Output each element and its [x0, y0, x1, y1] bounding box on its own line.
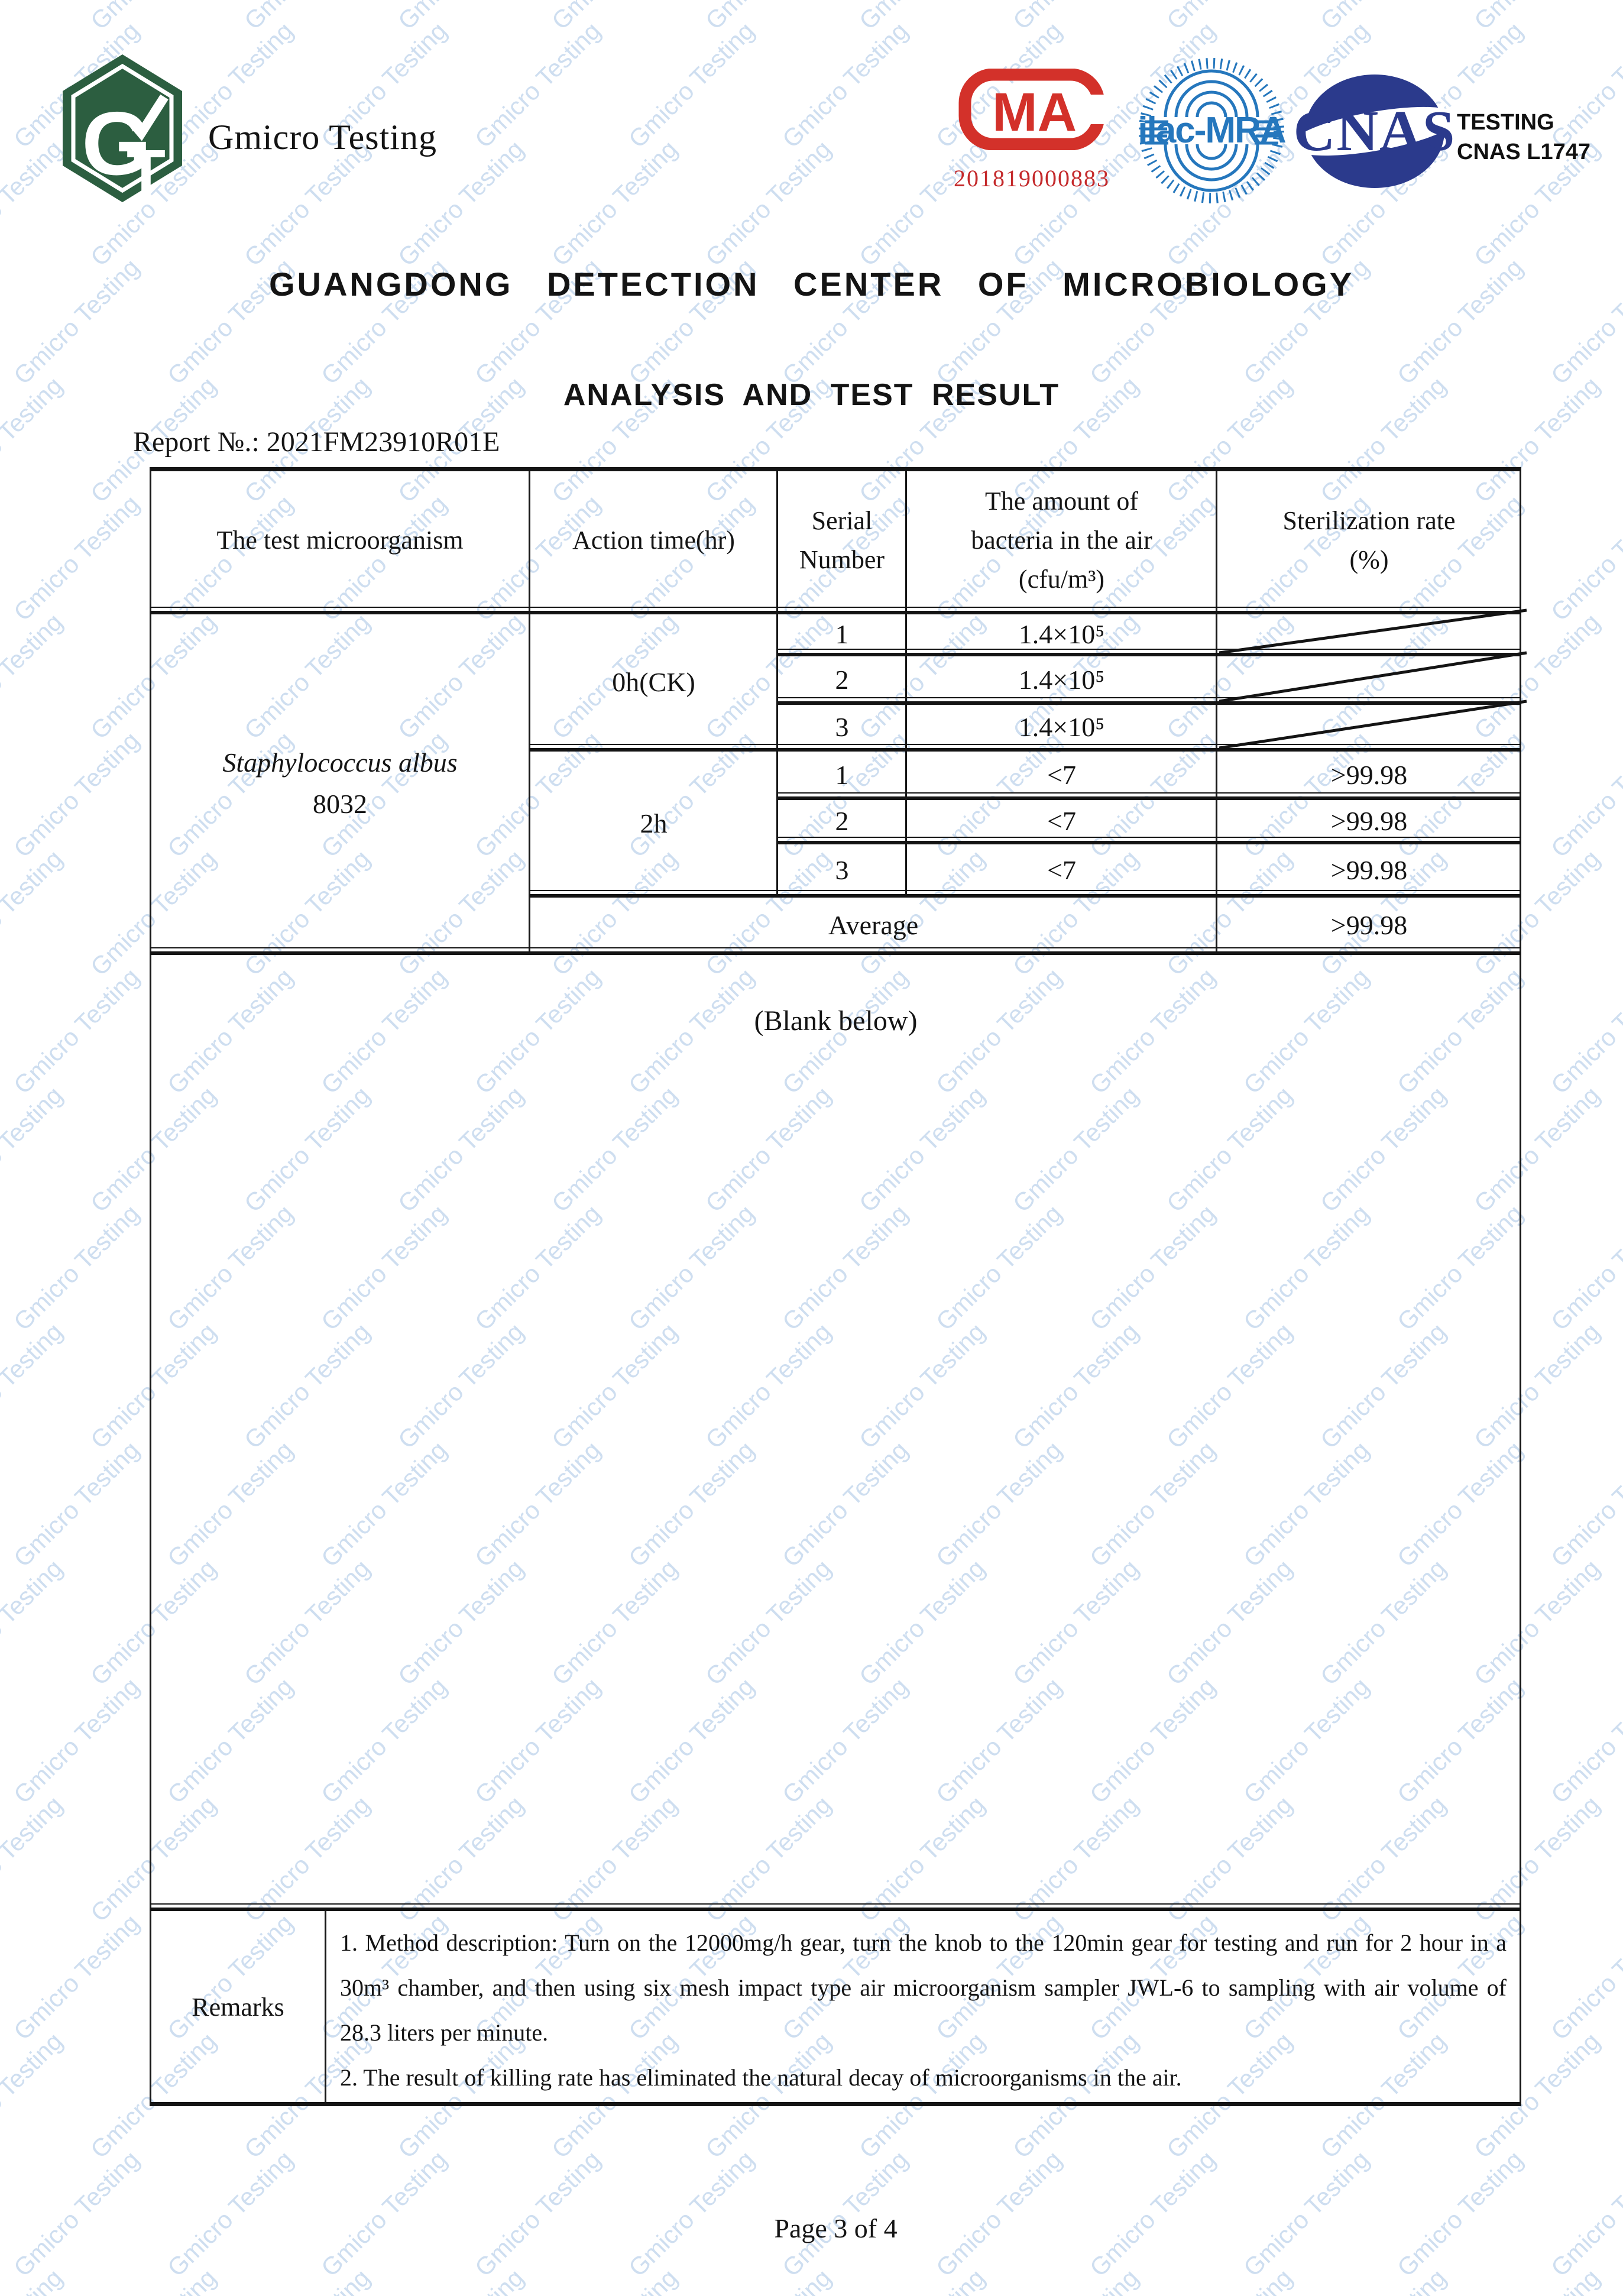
cma-letters: MA [992, 82, 1077, 143]
rate-cell: >99.98 [1330, 806, 1408, 836]
average-rate-cell: >99.98 [1330, 910, 1408, 940]
serial-cell: 3 [835, 854, 849, 885]
action-time-2h-cell: 2h [640, 808, 668, 838]
column-header-serial-number: Serial Number [799, 506, 885, 574]
organization-title: GUANGDONG DETECTION CENTER OF MICROBIOLO… [268, 265, 1355, 303]
microorganism-name: Staphylococcus albus [222, 747, 458, 778]
cnas-caption-testing: TESTING [1457, 110, 1554, 135]
remarks-item-1: 1. Method description: Turn on the 12000… [340, 1929, 1507, 2046]
microorganism-cell: Staphylococcus albus 8032 [150, 613, 530, 954]
gmicro-gt-logo-icon: G T [63, 54, 182, 205]
serial-cell: 1 [835, 759, 849, 790]
column-header-microorganism: The test microorganism [216, 525, 464, 555]
remarks-item-2: 2. The result of killing rate has elimin… [340, 2064, 1182, 2091]
page-number: Page 3 of 4 [774, 2213, 898, 2243]
ilac-mra-label: ilac-MRA [1138, 110, 1285, 151]
ilac-mra-logo-icon: ilac-MRA [1138, 58, 1287, 203]
remarks-text-cell: 1. Method description: Turn on the 12000… [340, 1921, 1507, 2100]
rate-cell: >99.98 [1330, 759, 1408, 790]
report-number: Report №.: 2021FM23910R01E [133, 426, 500, 458]
document-title: ANALYSIS AND TEST RESULT [563, 378, 1060, 412]
amount-cell: 1.4×10⁵ [1018, 619, 1105, 649]
logo-monogram-t: T [127, 136, 166, 205]
blank-below-note: (Blank below) [754, 1005, 918, 1037]
amount-cell: <7 [1047, 806, 1076, 836]
column-header-sterilization-rate: Sterilization rate (%) [1282, 506, 1456, 574]
no-data-slash-icon [1219, 700, 1527, 750]
logo-checkmark-icon [125, 94, 169, 141]
serial-cell: 3 [835, 712, 849, 742]
amount-cell: 1.4×10⁵ [1018, 664, 1105, 695]
average-label-cell: Average [828, 910, 919, 940]
serial-cell: 2 [835, 664, 849, 695]
no-data-slash-icon [1219, 608, 1527, 655]
microorganism-strain: 8032 [313, 789, 367, 819]
amount-cell: <7 [1047, 759, 1076, 790]
action-time-0h-cell: 0h(CK) [612, 666, 695, 697]
amount-cell: 1.4×10⁵ [1018, 712, 1105, 742]
cnas-logo-icon: CNAS [1290, 75, 1459, 188]
serial-cell: 2 [835, 806, 849, 836]
cma-logo-icon: MA [958, 69, 1106, 150]
amount-cell: <7 [1047, 854, 1076, 885]
cnas-caption-number: CNAS L1747 [1457, 140, 1590, 164]
cma-number: 201819000883 [954, 165, 1110, 192]
cnas-letters: CNAS [1294, 99, 1456, 163]
brand-name: Gmicro Testing [208, 118, 437, 157]
column-header-action-time: Action time(hr) [572, 525, 735, 555]
logo-monogram-g: G [82, 93, 151, 194]
serial-cell: 1 [835, 619, 849, 649]
rate-cell: >99.98 [1330, 854, 1408, 885]
remarks-label-cell: Remarks [192, 1992, 284, 2022]
no-data-slash-icon [1219, 651, 1527, 703]
column-header-bacteria-amount: The amount of bacteria in the air (cfu/m… [971, 486, 1152, 594]
